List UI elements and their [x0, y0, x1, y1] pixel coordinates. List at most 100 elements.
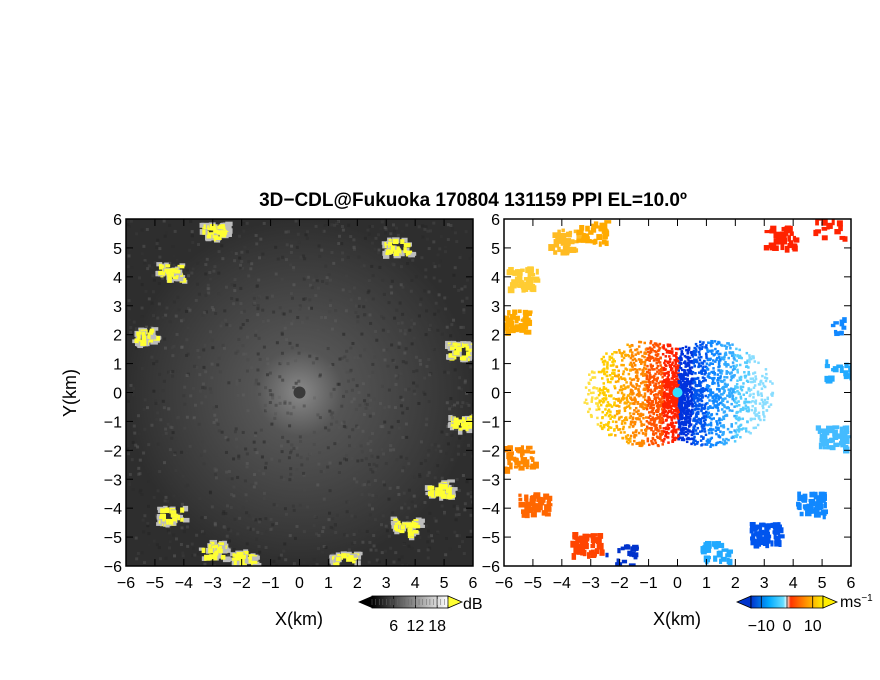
high-echo-pixel: [236, 551, 244, 556]
backscatter-pixel: [448, 360, 452, 364]
velocity-pixel: [717, 434, 720, 437]
backscatter-pixel: [234, 437, 238, 441]
backscatter-pixel: [191, 554, 195, 558]
backscatter-pixel: [264, 546, 268, 550]
backscatter-pixel: [375, 558, 379, 562]
velocity-pixel: [685, 348, 688, 352]
velocity-pixel: [674, 366, 678, 369]
velocity-pixel: [527, 279, 534, 285]
backscatter-pixel: [383, 226, 387, 230]
velocity-pixel: [602, 368, 605, 371]
velocity-pixel: [702, 415, 706, 418]
echo-halo-pixel: [398, 250, 405, 257]
backscatter-pixel: [221, 512, 225, 516]
velocity-pixel: [744, 404, 748, 407]
backscatter-pixel: [340, 421, 344, 425]
velocity-pixel: [705, 346, 709, 350]
velocity-pixel: [671, 370, 675, 373]
velocity-pixel: [645, 387, 648, 391]
velocity-pixel: [714, 347, 717, 351]
velocity-pixel: [703, 430, 707, 433]
backscatter-pixel: [462, 552, 466, 556]
backscatter-pixel: [358, 529, 362, 533]
backscatter-pixel: [306, 275, 310, 279]
backscatter-pixel: [161, 315, 165, 319]
backscatter-pixel: [342, 457, 346, 461]
velocity-pixel: [526, 285, 531, 291]
backscatter-pixel: [186, 483, 190, 487]
velocity-pixel: [687, 380, 690, 383]
backscatter-pixel: [238, 256, 242, 260]
velocity-pixel: [733, 405, 736, 408]
velocity-pixel: [611, 352, 614, 356]
velocity-pixel: [690, 399, 693, 402]
velocity-pixel: [703, 422, 707, 426]
velocity-pixel: [706, 438, 710, 441]
high-echo-pixel: [137, 334, 141, 340]
backscatter-pixel: [157, 281, 161, 285]
backscatter-pixel: [190, 542, 194, 546]
velocity-pixel: [717, 363, 721, 366]
backscatter-pixel: [163, 234, 167, 238]
high-echo-patches: [132, 221, 473, 566]
velocity-pixel: [612, 397, 616, 400]
velocity-pixel: [597, 389, 600, 393]
backscatter-pixel: [353, 515, 357, 519]
backscatter-pixel: [140, 377, 144, 381]
velocity-pixel: [657, 349, 661, 352]
velocity-pixel: [642, 374, 645, 377]
high-echo-pixel: [213, 229, 219, 234]
backscatter-pixel: [244, 493, 248, 497]
velocity-pixel: [725, 372, 728, 375]
velocity-pixel: [648, 351, 651, 355]
backscatter-pixel: [257, 469, 261, 473]
velocity-pixel: [715, 350, 719, 354]
backscatter-pixel: [363, 399, 367, 403]
velocity-pixel: [657, 381, 660, 385]
backscatter-pixel: [296, 232, 300, 236]
velocity-pixel: [704, 379, 707, 382]
velocity-pixel: [584, 386, 588, 389]
backscatter-pixel: [326, 365, 330, 369]
backscatter-pixel: [381, 278, 385, 282]
backscatter-pixel: [256, 352, 260, 356]
velocity-pixel: [716, 387, 719, 391]
backscatter-pixel: [316, 328, 320, 332]
backscatter-pixel: [232, 485, 236, 489]
velocity-pixel: [724, 397, 727, 400]
velocity-pixel: [718, 417, 721, 420]
velocity-pixel: [660, 388, 664, 392]
backscatter-pixel: [407, 544, 411, 548]
velocity-pixel: [649, 363, 653, 366]
backscatter-pixel: [356, 425, 360, 429]
backscatter-pixel: [198, 497, 202, 501]
velocity-pixel: [655, 417, 658, 420]
velocity-pixel: [712, 401, 715, 405]
velocity-pixel: [725, 370, 729, 373]
backscatter-pixel: [181, 318, 185, 322]
backscatter-pixel: [346, 379, 350, 383]
velocity-pixel: [668, 360, 671, 363]
backscatter-pixel: [204, 310, 208, 314]
backscatter-pixel: [165, 499, 169, 503]
velocity-pixel: [522, 462, 530, 468]
backscatter-pixel: [291, 504, 295, 508]
velocity-pixel: [717, 384, 720, 387]
backscatter-pixel: [432, 276, 436, 280]
velocity-pixel: [673, 416, 676, 420]
velocity-pixel: [662, 403, 665, 406]
backscatter-pixel: [235, 379, 239, 383]
backscatter-pixel: [282, 549, 286, 553]
velocity-pixel: [717, 419, 721, 422]
velocity-pixel: [720, 380, 724, 383]
high-echo-pixel: [453, 417, 459, 423]
backscatter-pixel: [233, 221, 237, 225]
velocity-pixel: [710, 417, 713, 421]
backscatter-pixel: [288, 309, 292, 313]
backscatter-pixel: [355, 384, 359, 388]
backscatter-pixel: [242, 352, 246, 356]
backscatter-pixel: [394, 383, 398, 387]
high-echo-pixel: [449, 346, 455, 351]
high-echo-pixel: [175, 514, 180, 521]
backscatter-pixel: [147, 532, 151, 536]
